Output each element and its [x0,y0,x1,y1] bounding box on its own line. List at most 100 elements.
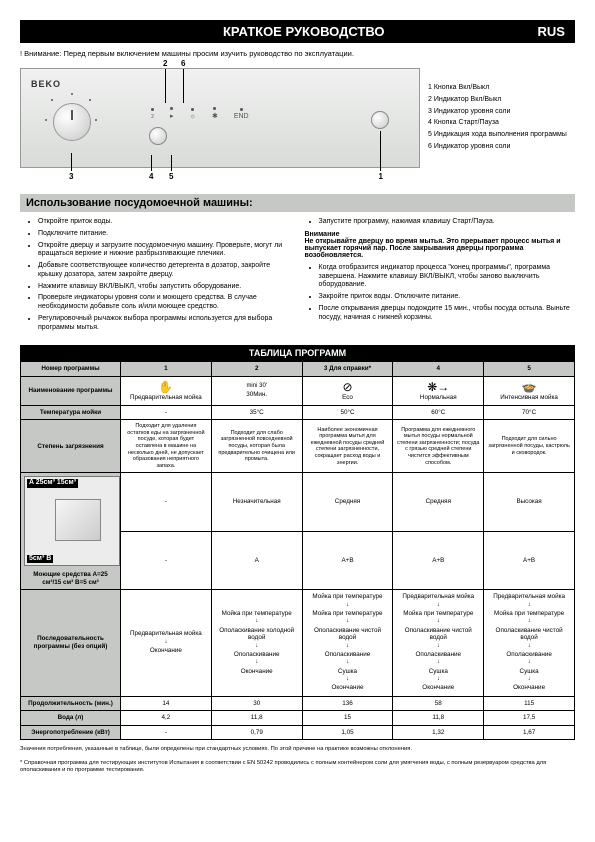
cell: 30 [211,696,302,711]
page-title: КРАТКОЕ РУКОВОДСТВО [223,24,385,39]
cell: Подходит для удаления остатков еды на за… [121,420,212,473]
cell: 4 [393,362,484,377]
cell: 35°C [211,405,302,420]
sequence-list: Мойка при температуре↓Мойка при температ… [306,593,390,692]
table-row: Вода (л) 4,2 11,8 15 11,8 17,5 [21,711,575,726]
cell-label: Последовательность программы (без опций) [21,590,121,697]
cell: Наиболее экономичная программа мытья для… [302,420,393,473]
usage-item: Откройте приток воды. [38,218,291,227]
table-row: Энергопотребление (кВт) - 0,79 1,05 1,32… [21,725,575,740]
cell: Высокая [484,473,575,531]
panel-small-button-icon [149,127,167,145]
led-icon: ✱ [212,107,218,120]
cell: Подходит для слабо загрязненной повседне… [211,420,302,473]
table-row: Температура мойки - 35°C 50°C 60°C 70°C [21,405,575,420]
legend-item: 3 Индикатор уровня соли [428,107,575,117]
callout-4: 4 [149,172,153,181]
legend-item: 6 Индикатор уровня соли [428,142,575,152]
cell: 🍲Интенсивная мойка [484,376,575,405]
cell: 50°C [302,405,393,420]
callout-5: 5 [169,172,173,181]
cell: 14 [121,696,212,711]
cell: 70°C [484,405,575,420]
cell: Средняя [393,473,484,531]
cell: - [121,473,212,531]
cell: 1,67 [484,725,575,740]
program-table: Номер программы 1 2 3 Для справки* 4 5 Н… [20,361,575,740]
footnote: * Справочная программа для тестирующих и… [20,760,575,774]
prewash-icon: ✋ [124,380,208,394]
legend-item: 2 Индикатор Вкл/Выкл [428,95,575,105]
cell: 0,79 [211,725,302,740]
cell: 1 [121,362,212,377]
cell: ⊘Eco [302,376,393,405]
cell: - [121,725,212,740]
cell: - [121,531,212,589]
cell: 1,32 [393,725,484,740]
cell: A+B [484,531,575,589]
control-panel-section: BEKO 2 ▸ ☼ ✱ END 3 4 5 1 2 6 1 Кнопка [20,68,575,168]
led-icon: END [234,108,249,120]
table-row: Последовательность программы (без опций)… [21,590,575,697]
legend-item: 5 Индикация хода выполнения программы [428,130,575,140]
intensive-icon: 🍲 [487,380,571,394]
table-row: Продолжительность (мин.) 14 30 136 58 11… [21,696,575,711]
usage-left-col: Откройте приток воды. Подключите питание… [24,218,291,335]
cell-label: Степень загрязнения [21,420,121,473]
cell: 11,8 [211,711,302,726]
warning-text: ! Внимание: Перед первым включением маши… [20,49,575,58]
table-row: Степень загрязнения Подходит для удалени… [21,420,575,473]
usage-item: Нажмите клавишу ВКЛ/ВЫКЛ, чтобы запустит… [38,283,291,292]
cell-label: Энергопотребление (кВт) [21,725,121,740]
cell-label: Номер программы [21,362,121,377]
sequence-list: Мойка при температуре↓Ополаскивание холо… [215,610,299,675]
table-title: ТАБЛИЦА ПРОГРАММ [20,345,575,361]
panel-indicator-row: 2 ▸ ☼ ✱ END [151,107,249,120]
usage-item: Проверьте индикаторы уровня соли и моюще… [38,294,291,312]
table-row: Номер программы 1 2 3 Для справки* 4 5 [21,362,575,377]
cell: 60°C [393,405,484,420]
usage-attention-title: Внимание [305,231,572,238]
usage-item: Регулировочный рычажок выбора программы … [38,315,291,333]
cell-label: Наименование программы [21,376,121,405]
cell: 3 Для справки* [302,362,393,377]
cell: Программа для ежедневного мытья посуды н… [393,420,484,473]
sequence-list: Предварительная мойка↓Мойка при температ… [396,593,480,692]
led-icon: 2 [151,108,154,120]
cell: Мойка при температуре↓Мойка при температ… [302,590,393,697]
power-button-icon [371,111,389,129]
usage-item: Когда отобразится индикатор процесса "ко… [319,264,572,290]
cell: 17,5 [484,711,575,726]
cell-text: Интенсивная мойка [487,394,571,402]
cell: 15 [302,711,393,726]
cell: Подходит для сильно загрязненной посуды,… [484,420,575,473]
usage-columns: Откройте приток воды. Подключите питание… [20,212,575,345]
cell: - [121,405,212,420]
legend-item: 1 Кнопка Вкл/Выкл [428,83,575,93]
usage-item: Запустите программу, нажимая клавишу Ста… [319,218,572,227]
cell: 5 [484,362,575,377]
brand-logo: BEKO [31,79,61,89]
led-icon: ☼ [190,108,196,120]
usage-right-col: Запустите программу, нажимая клавишу Ста… [305,218,572,335]
usage-item: Добавьте соответствующее количество дете… [38,262,291,280]
cell-label: Вода (л) [21,711,121,726]
det-label-a: A 25см³ 15см³ [27,479,78,487]
cell-label: Продолжительность (мин.) [21,696,121,711]
cell: 2 [211,362,302,377]
usage-item: Подключите питание. [38,230,291,239]
cell-text: Eco [306,394,390,402]
cell-label: Температура мойки [21,405,121,420]
cell-label: A 25см³ 15см³ 5см³ B Моющие средства A=2… [21,473,121,590]
cell: 11,8 [393,711,484,726]
usage-attention-text: Не открывайте дверцу во время мытья. Это… [305,238,572,259]
callout-1: 1 [379,172,383,181]
cell-text: Моющие средства A=25 см³/15 см³ B=5 см³ [24,571,117,586]
cell: A+B [393,531,484,589]
cell-subtext: mini 30' [215,383,299,390]
cell: 115 [484,696,575,711]
cell: 58 [393,696,484,711]
cell: Средняя [302,473,393,531]
usage-item: После открывания дверцы подождите 15 мин… [319,305,572,323]
cell: A+B [302,531,393,589]
